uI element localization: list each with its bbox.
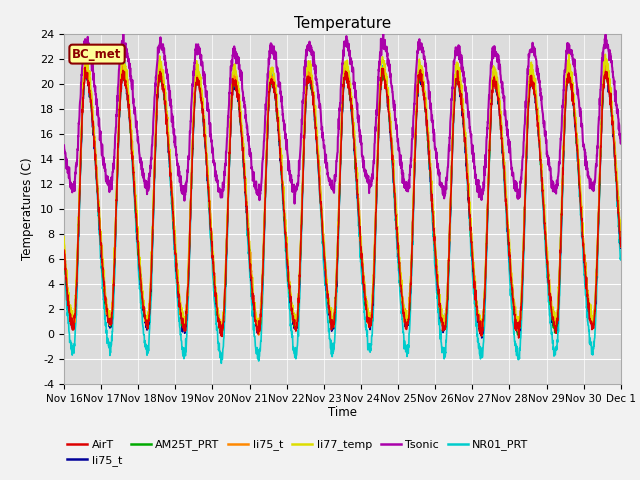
Y-axis label: Temperatures (C): Temperatures (C) [22,157,35,260]
Title: Temperature: Temperature [294,16,391,31]
Text: BC_met: BC_met [72,48,122,60]
Legend: AirT, li75_t, AM25T_PRT, li75_t, li77_temp, Tsonic, NR01_PRT: AirT, li75_t, AM25T_PRT, li75_t, li77_te… [63,435,533,470]
X-axis label: Time: Time [328,407,357,420]
